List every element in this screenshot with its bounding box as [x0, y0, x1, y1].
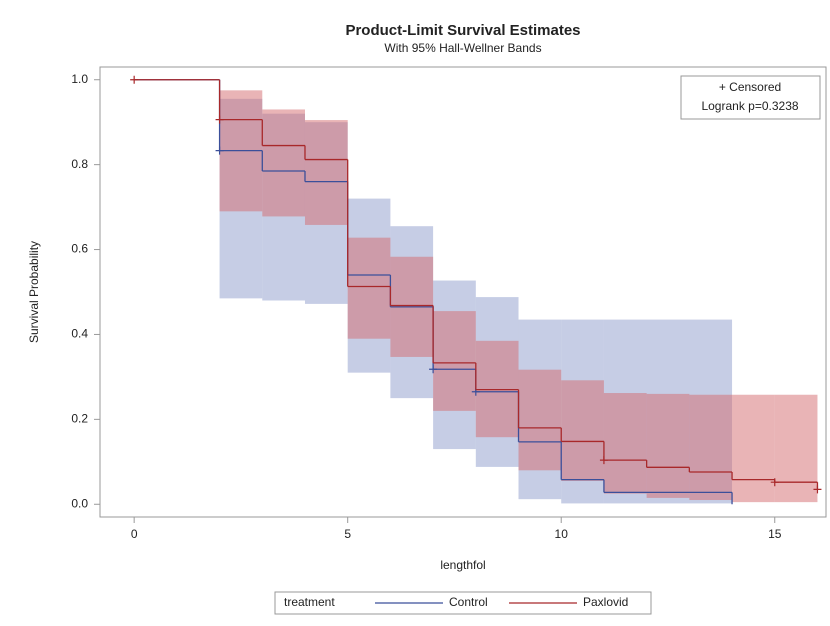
x-tick-label: 15: [768, 527, 782, 541]
plot-area: [130, 75, 822, 505]
confidence-band: [774, 394, 818, 503]
y-axis-label: Survival Probability: [27, 241, 41, 343]
confidence-band: [732, 394, 775, 503]
confidence-band: [262, 109, 305, 217]
censored-mark: [429, 365, 438, 374]
censored-mark: [130, 75, 139, 84]
censored-mark: [215, 146, 224, 155]
chart-subtitle: With 95% Hall-Wellner Bands: [384, 41, 541, 55]
confidence-band: [646, 393, 690, 498]
censored-mark: [599, 456, 608, 465]
inset-text: Logrank p=0.3238: [701, 99, 798, 113]
y-tick-label: 0.2: [71, 412, 88, 426]
confidence-band: [689, 394, 733, 501]
legend-title: treatment: [284, 595, 335, 609]
y-tick-label: 0.6: [71, 242, 88, 256]
confidence-band: [304, 120, 348, 225]
legend-label: Paxlovid: [583, 595, 628, 609]
legend: Control Paxlovid: [375, 595, 628, 609]
censored-mark: [813, 485, 822, 494]
y-tick-label: 0.4: [71, 327, 88, 341]
confidence-band: [433, 311, 476, 411]
censored-mark: [215, 115, 224, 124]
x-tick-label: 5: [344, 527, 351, 541]
inset-box: [680, 75, 821, 120]
confidence-band: [347, 237, 391, 339]
x-axis-label: lengthfol: [440, 558, 485, 572]
censored-mark: [770, 478, 779, 487]
confidence-band: [603, 393, 647, 494]
inset-text: + Censored: [719, 80, 781, 94]
y-tick-label: 0.0: [71, 496, 88, 510]
plot-frame: [99, 66, 827, 518]
x-tick-label: 10: [555, 527, 569, 541]
legend-box: [274, 591, 652, 615]
y-tick-label: 0.8: [71, 157, 88, 171]
confidence-band: [561, 380, 604, 481]
x-tick-label: 0: [131, 527, 138, 541]
y-tick-label: 1.0: [71, 72, 88, 86]
legend-label: Control: [449, 595, 488, 609]
confidence-band: [518, 369, 562, 471]
chart-title: Product-Limit Survival Estimates: [345, 22, 580, 39]
